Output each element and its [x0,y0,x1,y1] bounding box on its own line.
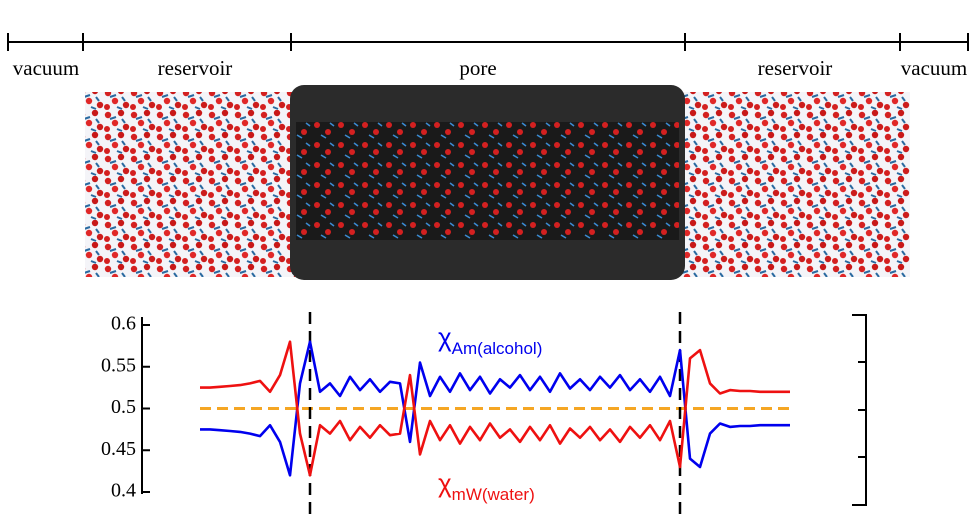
region-label: reservoir [158,56,233,80]
y-tick-label: 0.6 [111,313,136,335]
series-label-subscript: mW(water) [452,485,535,504]
y-tick-label: 0.5 [111,396,136,418]
pore-interior [296,122,679,240]
region-label: vacuum [901,56,967,80]
y-tick-label: 0.45 [101,438,136,460]
series-label-subscript: Am(alcohol) [452,339,543,358]
series-label: χAm(alcohol) [438,322,542,358]
y-tick-label: 0.55 [101,354,136,376]
region-label: pore [459,56,496,80]
reservoir-right [675,92,910,277]
series-line [200,340,790,477]
reservoir-left [85,92,295,277]
series-label-symbol: χ [438,322,452,352]
schematic [7,33,969,51]
region-label: vacuum [13,56,79,80]
series-line [200,340,790,477]
series-label: χmW(water) [438,468,535,504]
region-label: reservoir [758,56,833,80]
y-tick-label: 0.4 [111,480,136,502]
right-axis [852,314,867,506]
series-label-symbol: χ [438,468,452,498]
plot: 0.40.450.50.550.6 χAm(alcohol)χmW(water) [101,312,790,515]
simulation-snapshot [85,85,910,280]
